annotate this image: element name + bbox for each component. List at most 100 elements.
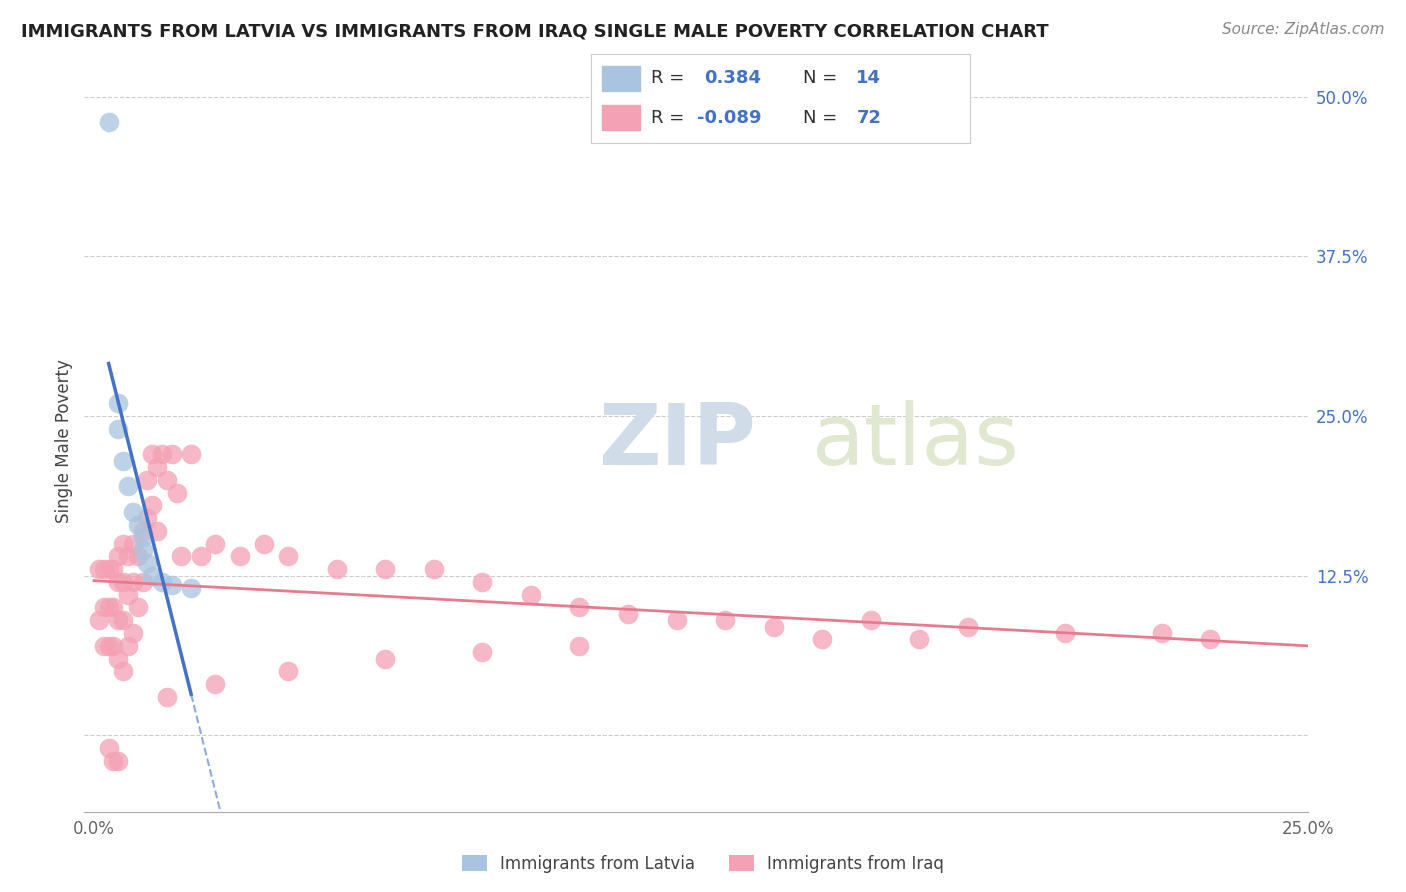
Text: 72: 72 xyxy=(856,109,882,127)
Immigrants from Iraq xyxy=(568,639,591,653)
Immigrants from Iraq xyxy=(253,536,276,550)
Immigrants from Iraq xyxy=(204,536,226,550)
Bar xyxy=(602,105,640,130)
Immigrants from Iraq xyxy=(87,562,110,576)
Immigrants from Iraq xyxy=(122,626,145,640)
Immigrants from Iraq xyxy=(131,574,153,589)
Immigrants from Iraq xyxy=(859,613,882,627)
Immigrants from Iraq xyxy=(97,600,120,615)
Immigrants from Iraq xyxy=(112,536,135,550)
Immigrants from Latvia xyxy=(131,530,153,544)
Text: atlas: atlas xyxy=(813,400,1021,483)
Immigrants from Iraq xyxy=(93,639,115,653)
Text: R =: R = xyxy=(651,69,690,87)
Immigrants from Latvia xyxy=(107,396,129,410)
Immigrants from Iraq xyxy=(374,651,396,665)
Immigrants from Iraq xyxy=(112,574,135,589)
Immigrants from Latvia xyxy=(127,517,149,532)
Immigrants from Iraq xyxy=(107,549,129,564)
Immigrants from Iraq xyxy=(568,600,591,615)
Immigrants from Iraq xyxy=(277,665,299,679)
Immigrants from Iraq xyxy=(471,574,494,589)
Immigrants from Latvia xyxy=(97,115,120,129)
Immigrants from Latvia xyxy=(180,582,202,596)
Immigrants from Iraq xyxy=(520,588,543,602)
Immigrants from Iraq xyxy=(103,600,125,615)
Text: ZIP: ZIP xyxy=(598,400,756,483)
Immigrants from Iraq xyxy=(87,613,110,627)
Immigrants from Iraq xyxy=(136,511,159,525)
Text: 14: 14 xyxy=(856,69,882,87)
Immigrants from Iraq xyxy=(714,613,737,627)
Legend: Immigrants from Latvia, Immigrants from Iraq: Immigrants from Latvia, Immigrants from … xyxy=(456,848,950,880)
Immigrants from Iraq xyxy=(141,499,163,513)
Bar xyxy=(602,66,640,91)
Y-axis label: Single Male Poverty: Single Male Poverty xyxy=(55,359,73,524)
Immigrants from Iraq xyxy=(107,574,129,589)
Immigrants from Latvia xyxy=(131,543,153,558)
Immigrants from Latvia xyxy=(150,574,173,589)
Immigrants from Iraq xyxy=(166,485,188,500)
Immigrants from Iraq xyxy=(136,473,159,487)
Immigrants from Iraq xyxy=(956,620,979,634)
Immigrants from Latvia xyxy=(136,556,159,570)
Immigrants from Iraq xyxy=(150,447,173,461)
Immigrants from Iraq xyxy=(93,562,115,576)
Immigrants from Iraq xyxy=(103,639,125,653)
Immigrants from Latvia xyxy=(160,577,183,591)
Text: IMMIGRANTS FROM LATVIA VS IMMIGRANTS FROM IRAQ SINGLE MALE POVERTY CORRELATION C: IMMIGRANTS FROM LATVIA VS IMMIGRANTS FRO… xyxy=(21,22,1049,40)
Immigrants from Iraq xyxy=(423,562,446,576)
Immigrants from Iraq xyxy=(117,639,139,653)
Immigrants from Iraq xyxy=(156,690,179,704)
Text: -0.089: -0.089 xyxy=(697,109,761,127)
Immigrants from Iraq xyxy=(146,524,169,538)
Immigrants from Iraq xyxy=(127,600,149,615)
Text: 0.384: 0.384 xyxy=(704,69,762,87)
Immigrants from Iraq xyxy=(908,632,931,647)
Immigrants from Iraq xyxy=(180,447,202,461)
Immigrants from Iraq xyxy=(122,574,145,589)
Immigrants from Iraq xyxy=(122,536,145,550)
Immigrants from Iraq xyxy=(374,562,396,576)
Immigrants from Iraq xyxy=(117,549,139,564)
Immigrants from Latvia xyxy=(122,505,145,519)
Immigrants from Iraq xyxy=(156,473,179,487)
Immigrants from Iraq xyxy=(103,562,125,576)
Immigrants from Latvia xyxy=(141,568,163,582)
Immigrants from Iraq xyxy=(97,740,120,755)
Immigrants from Iraq xyxy=(103,754,125,768)
Immigrants from Iraq xyxy=(131,524,153,538)
Immigrants from Iraq xyxy=(141,447,163,461)
Immigrants from Iraq xyxy=(160,447,183,461)
Text: R =: R = xyxy=(651,109,690,127)
Immigrants from Iraq xyxy=(665,613,688,627)
Immigrants from Latvia xyxy=(117,479,139,493)
Immigrants from Iraq xyxy=(112,613,135,627)
Immigrants from Iraq xyxy=(204,677,226,691)
Immigrants from Iraq xyxy=(1150,626,1173,640)
Immigrants from Iraq xyxy=(277,549,299,564)
Immigrants from Iraq xyxy=(190,549,212,564)
Immigrants from Iraq xyxy=(1199,632,1222,647)
Text: N =: N = xyxy=(803,109,844,127)
Immigrants from Iraq xyxy=(107,651,129,665)
Immigrants from Iraq xyxy=(97,562,120,576)
Immigrants from Iraq xyxy=(170,549,193,564)
Immigrants from Latvia xyxy=(112,453,135,467)
Immigrants from Iraq xyxy=(107,754,129,768)
Immigrants from Iraq xyxy=(617,607,640,621)
Immigrants from Iraq xyxy=(228,549,250,564)
Immigrants from Iraq xyxy=(112,665,135,679)
Immigrants from Iraq xyxy=(146,460,169,475)
Immigrants from Iraq xyxy=(97,639,120,653)
Text: N =: N = xyxy=(803,69,844,87)
Text: Source: ZipAtlas.com: Source: ZipAtlas.com xyxy=(1222,22,1385,37)
Immigrants from Iraq xyxy=(127,549,149,564)
Immigrants from Iraq xyxy=(326,562,349,576)
Immigrants from Iraq xyxy=(107,613,129,627)
Immigrants from Iraq xyxy=(762,620,785,634)
Immigrants from Iraq xyxy=(471,645,494,659)
Immigrants from Iraq xyxy=(117,588,139,602)
Immigrants from Iraq xyxy=(93,600,115,615)
Immigrants from Iraq xyxy=(811,632,834,647)
